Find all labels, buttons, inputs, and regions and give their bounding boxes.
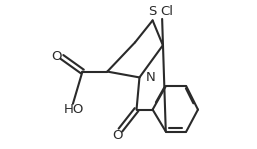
Text: N: N (145, 71, 155, 84)
Text: HO: HO (64, 103, 85, 116)
Text: S: S (149, 5, 157, 18)
Text: O: O (112, 129, 123, 142)
Text: Cl: Cl (161, 5, 174, 18)
Text: O: O (52, 51, 62, 63)
